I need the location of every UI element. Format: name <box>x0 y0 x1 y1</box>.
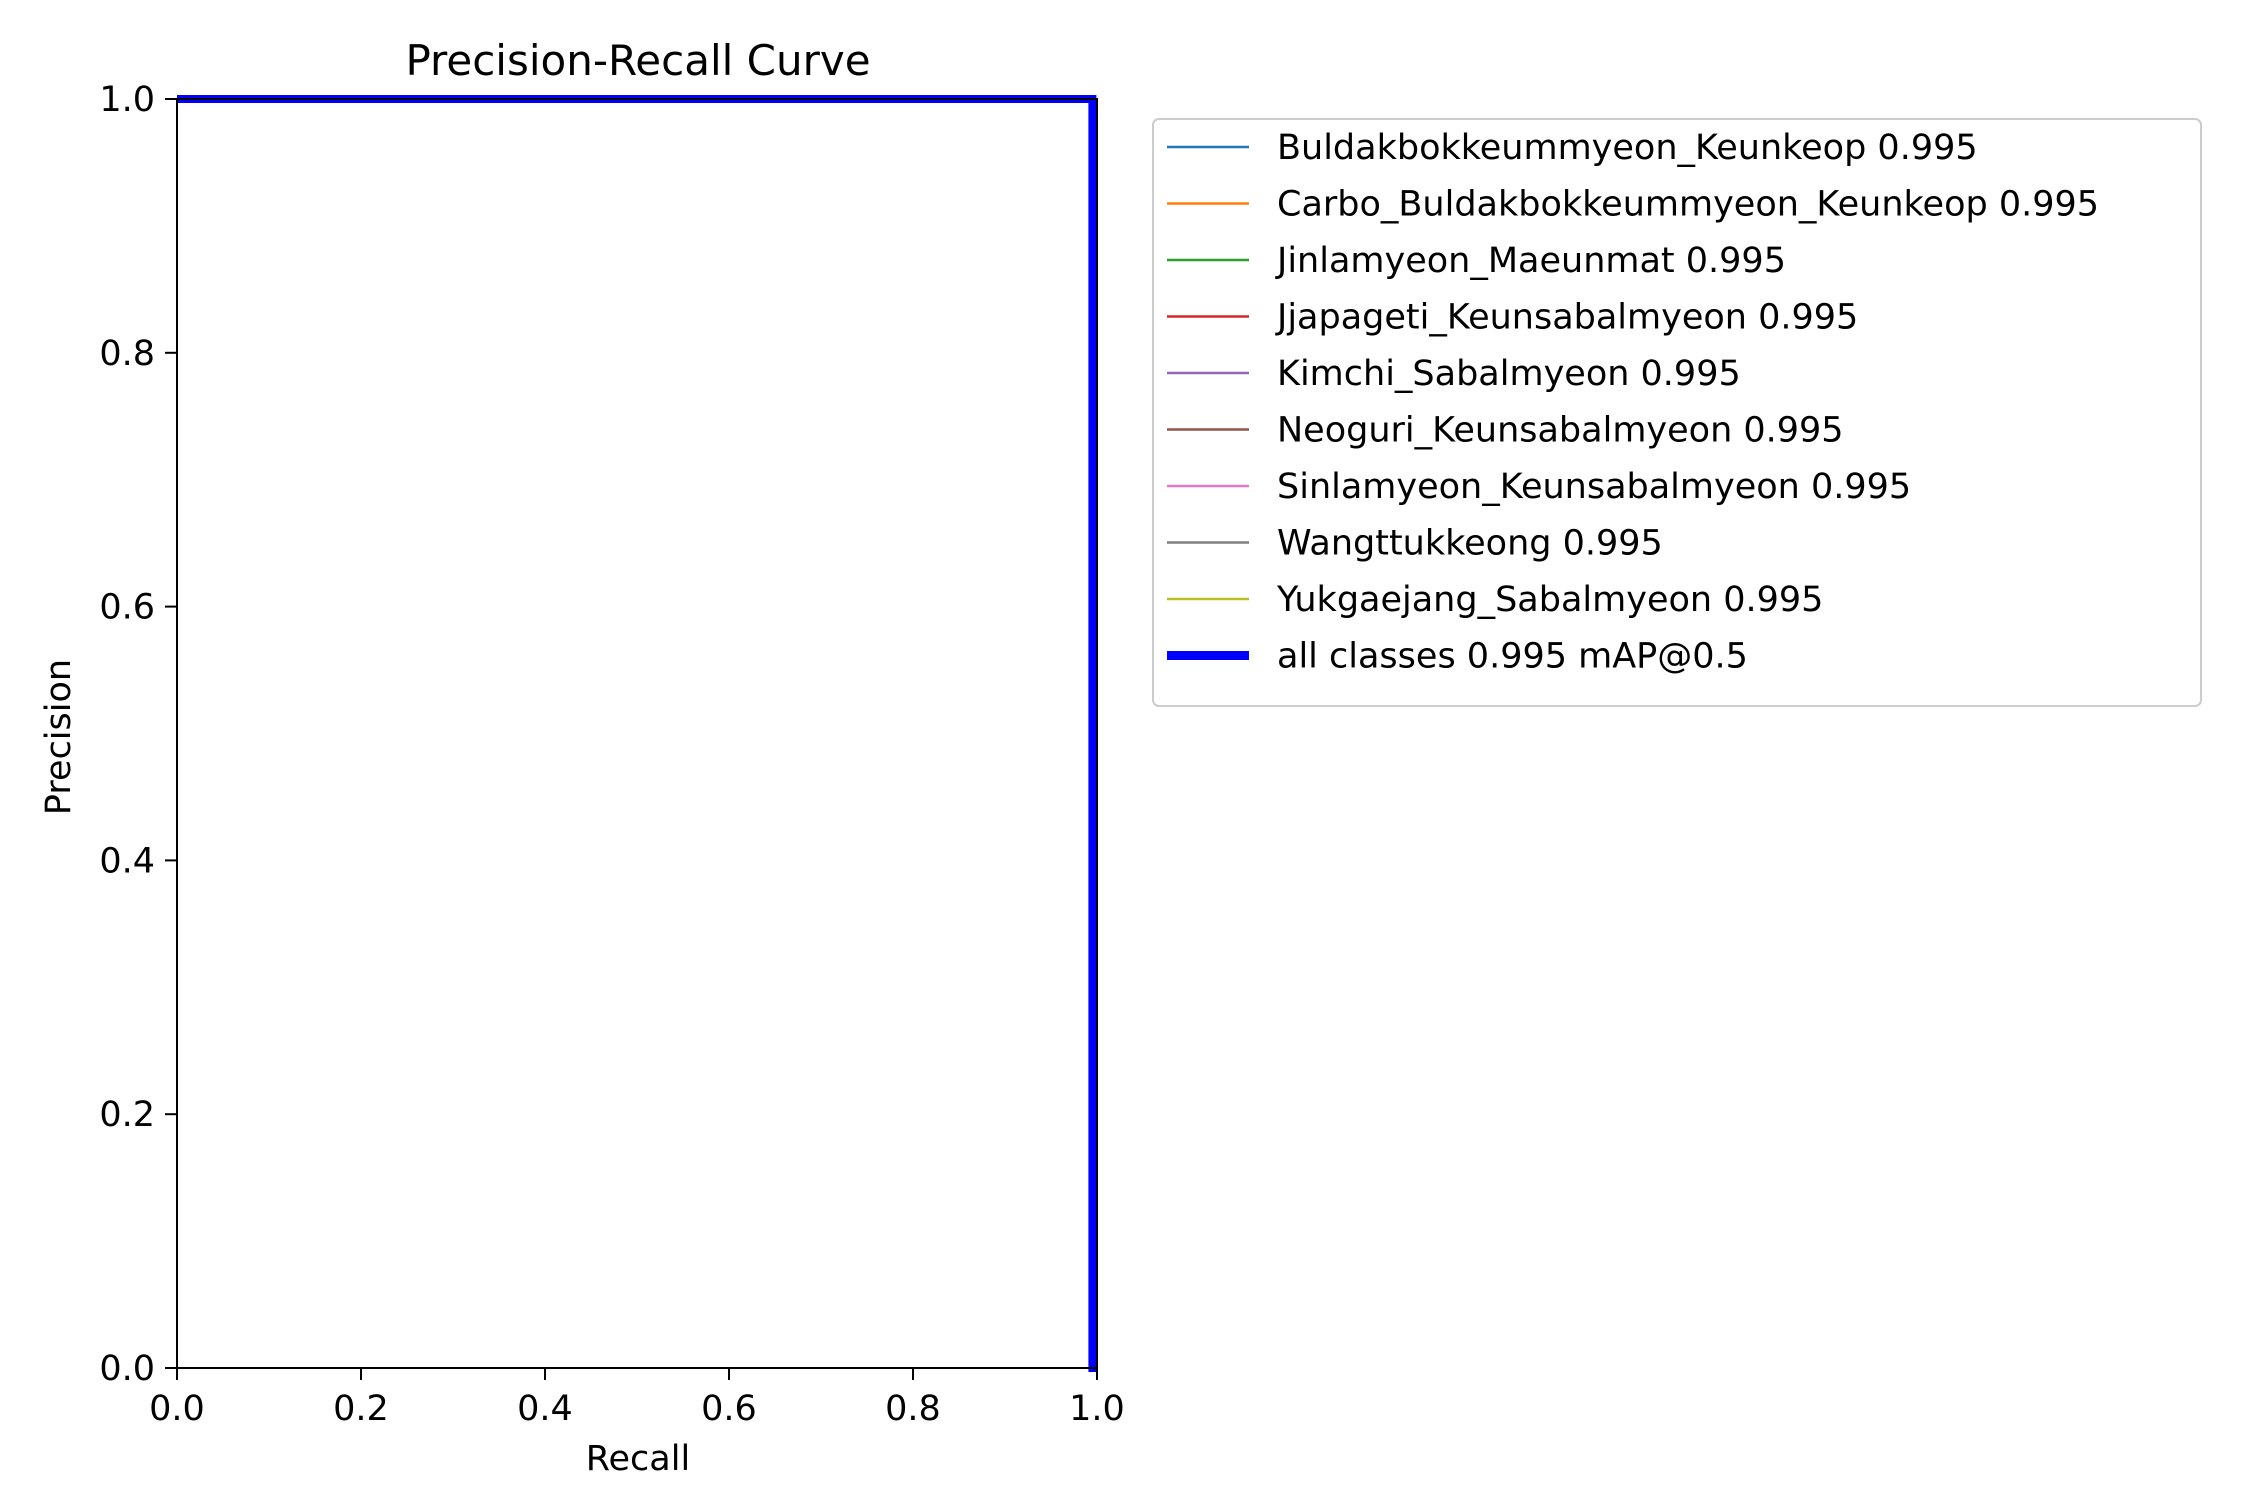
legend: Buldakbokkeummyeon_Keunkeop 0.995 Carbo_B… <box>1152 118 2202 707</box>
y-tick-label: 0.2 <box>99 1095 155 1135</box>
series-line-6 <box>177 97 1097 1370</box>
series-line-2 <box>177 97 1097 1370</box>
series-line-1 <box>177 97 1097 1370</box>
plot-area: 0.0 0.2 0.4 0.6 0.8 1.0 0.0 0.2 0.4 0.6 0.8 1.0 <box>99 80 1125 1429</box>
chart-title: Precision-Recall Curve <box>405 36 870 85</box>
legend-label-2: Jinlamyeon_Maeunmat 0.995 <box>1275 241 1786 281</box>
series-line-7 <box>177 97 1097 1370</box>
axes-frame <box>176 98 1098 1369</box>
series-line-3 <box>177 97 1097 1370</box>
x-tick-label: 0.8 <box>885 1389 941 1429</box>
x-axis-label: Recall <box>586 1439 690 1479</box>
x-tick-label: 0.0 <box>149 1389 205 1429</box>
legend-label-3: Jjapageti_Keunsabalmyeon 0.995 <box>1275 298 1858 338</box>
legend-label-0: Buldakbokkeummyeon_Keunkeop 0.995 <box>1277 128 1978 168</box>
x-tick-label: 0.2 <box>333 1389 389 1429</box>
legend-label-6: Sinlamyeon_Keunsabalmyeon 0.995 <box>1277 467 1911 507</box>
legend-label-5: Neoguri_Keunsabalmyeon 0.995 <box>1277 411 1844 451</box>
series-line-9 <box>177 95 1097 1372</box>
x-tick-label: 0.6 <box>701 1389 757 1429</box>
x-tick-label: 1.0 <box>1069 1389 1125 1429</box>
y-tick-label: 0.4 <box>99 841 155 881</box>
legend-label-7: Wangttukkeong 0.995 <box>1277 524 1663 564</box>
legend-label-8: Yukgaejang_Sabalmyeon 0.995 <box>1276 580 1823 620</box>
legend-box <box>1152 118 2202 707</box>
y-tick-label: 0.6 <box>99 588 155 628</box>
y-tick-label: 1.0 <box>99 80 155 120</box>
y-axis-label: Precision <box>39 659 79 815</box>
y-tick-label: 0.0 <box>99 1349 155 1389</box>
legend-label-4: Kimchi_Sabalmyeon 0.995 <box>1277 354 1741 394</box>
series-line-8 <box>177 97 1097 1370</box>
series-line-0 <box>177 97 1097 1370</box>
legend-label-1: Carbo_Buldakbokkeummyeon_Keunkeop 0.995 <box>1277 185 2099 225</box>
legend-label-9: all classes 0.995 mAP@0.5 <box>1277 637 1748 677</box>
series-line-5 <box>177 97 1097 1370</box>
y-tick-label: 0.8 <box>99 334 155 374</box>
series-line-4 <box>177 97 1097 1370</box>
x-tick-label: 0.4 <box>517 1389 573 1429</box>
